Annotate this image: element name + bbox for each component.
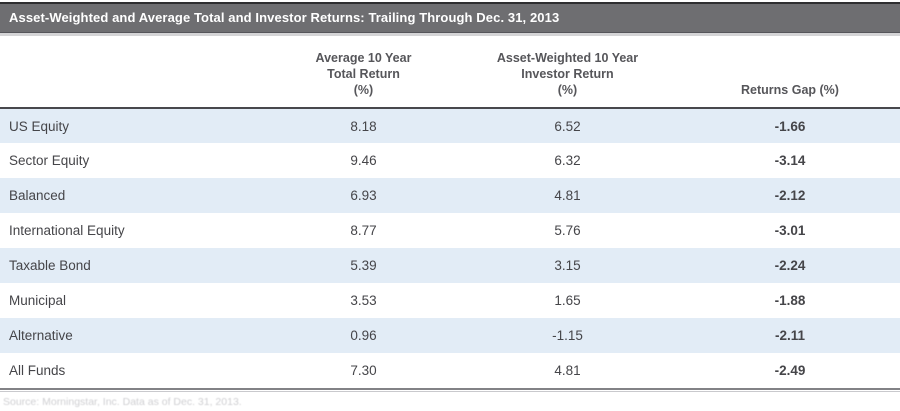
category-cell: Alternative [9, 328, 73, 343]
table-title: Asset-Weighted and Average Total and Inv… [9, 10, 560, 25]
category-cell: Sector Equity [9, 153, 90, 168]
category-cell: Municipal [9, 293, 67, 308]
returns-gap-cell: -3.14 [774, 153, 806, 168]
header-line: (%) [353, 83, 374, 97]
table-row: Sector Equity 9.46 6.32 -3.14 [0, 143, 900, 178]
investor-return-cell: 6.52 [554, 118, 581, 134]
table-bottom-rule [0, 388, 900, 392]
avg-total-return-cell: 5.39 [350, 258, 377, 273]
footnote-text: Source: Morningstar, Inc. Data as of Dec… [3, 396, 242, 408]
avg-total-return-cell: 9.46 [350, 153, 377, 168]
returns-gap-cell: -3.01 [774, 223, 806, 238]
investor-return-cell: 5.76 [554, 223, 581, 238]
category-cell: Balanced [9, 188, 66, 203]
investor-return-column-header: Asset-Weighted 10 Year Investor Return (… [455, 36, 680, 109]
returns-gap-cell: -2.11 [774, 328, 806, 343]
table-row: Municipal 3.53 1.65 -1.88 [0, 283, 900, 318]
category-cell: All Funds [9, 363, 66, 378]
returns-gap-cell: -1.66 [774, 118, 806, 134]
avg-total-return-cell: 8.18 [350, 118, 377, 134]
category-cell: International Equity [9, 223, 125, 238]
returns-gap-cell: -2.12 [774, 188, 806, 203]
table-row: Taxable Bond 5.39 3.15 -2.24 [0, 248, 900, 283]
investor-return-cell: -1.15 [552, 328, 583, 343]
category-column-header [0, 36, 272, 109]
category-cell: US Equity [9, 118, 70, 134]
table-row: Alternative 0.96 -1.15 -2.11 [0, 318, 900, 353]
avg-total-return-cell: 7.30 [350, 363, 377, 378]
avg-total-return-cell: 0.96 [350, 328, 377, 343]
returns-gap-cell: -2.49 [774, 363, 806, 378]
header-line: Asset-Weighted 10 Year [496, 51, 639, 65]
investor-return-cell: 6.32 [554, 153, 581, 168]
returns-gap-column-header: Returns Gap (%) [680, 36, 900, 109]
titlebar-shadow [0, 33, 900, 36]
header-row: Average 10 Year Total Return (%) Asset-W… [0, 36, 900, 109]
table-row: US Equity 8.18 6.52 -1.66 [0, 108, 900, 143]
table-row: International Equity 8.77 5.76 -3.01 [0, 213, 900, 248]
avg-total-return-cell: 3.53 [350, 293, 377, 308]
avg-total-return-cell: 6.93 [350, 188, 377, 203]
returns-gap-cell: -1.88 [774, 293, 806, 308]
investor-return-cell: 1.65 [554, 293, 581, 308]
investor-return-cell: 4.81 [554, 188, 581, 203]
header-line: Total Return [327, 67, 400, 81]
category-cell: Taxable Bond [9, 258, 91, 273]
avg-total-return-column-header: Average 10 Year Total Return (%) [272, 36, 455, 109]
table-row: All Funds 7.30 4.81 -2.49 [0, 353, 900, 388]
investor-return-cell: 4.81 [554, 363, 581, 378]
investor-return-cell: 3.15 [554, 258, 581, 273]
header-line: (%) [557, 83, 578, 97]
table-title-bar: Asset-Weighted and Average Total and Inv… [0, 2, 900, 33]
header-line: Average 10 Year [315, 51, 412, 65]
footnote: Source: Morningstar, Inc. Data as of Dec… [0, 396, 900, 409]
header-line: Returns Gap (%) [741, 83, 839, 97]
returns-gap-cell: -2.24 [774, 258, 806, 273]
header-line: Investor Return [521, 67, 614, 81]
avg-total-return-cell: 8.77 [350, 223, 377, 238]
returns-table: Average 10 Year Total Return (%) Asset-W… [0, 36, 900, 388]
table-row: Balanced 6.93 4.81 -2.12 [0, 178, 900, 213]
